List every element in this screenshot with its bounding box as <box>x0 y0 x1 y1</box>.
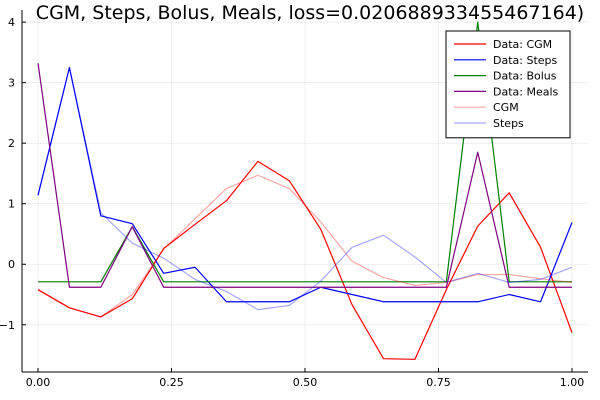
y-tick-label: 1 <box>8 198 15 211</box>
x-tick-label: 0.25 <box>159 376 184 389</box>
legend-label: CGM <box>493 101 519 114</box>
y-tick-label: 4 <box>8 16 15 29</box>
legend-label: Data: Bolus <box>493 70 557 83</box>
legend-label: Data: Steps <box>493 54 558 67</box>
x-tick-label: 1.00 <box>560 376 585 389</box>
x-tick-label: 0.75 <box>426 376 451 389</box>
series-line-data-meals <box>37 63 572 288</box>
series-line-steps <box>37 66 573 311</box>
y-tick-label: 0 <box>8 258 15 271</box>
legend-box <box>445 30 571 139</box>
x-tick-label: 0.50 <box>293 376 318 389</box>
chart-title: CGM, Steps, Bolus, Meals, loss=0.0206889… <box>36 2 584 24</box>
y-axis-ticks: −1 0 1 2 3 4 <box>0 16 26 332</box>
x-tick-label: 0.00 <box>26 376 51 389</box>
series-line-data-steps <box>37 66 573 303</box>
y-tick-label: 3 <box>8 77 15 90</box>
y-tick-label: 2 <box>8 137 15 150</box>
legend-label: Data: CGM <box>493 38 552 51</box>
legend: Data: CGM Data: Steps Data: Bolus Data: Mea… <box>445 30 571 139</box>
legend-label: Data: Meals <box>493 85 559 98</box>
series-line-cgm <box>37 174 573 318</box>
series-line-data-cgm <box>37 160 573 360</box>
legend-label: Steps <box>493 117 524 130</box>
y-tick-label: −1 <box>0 319 15 332</box>
x-axis-ticks: 0.00 0.25 0.50 0.75 1.00 <box>26 368 584 389</box>
